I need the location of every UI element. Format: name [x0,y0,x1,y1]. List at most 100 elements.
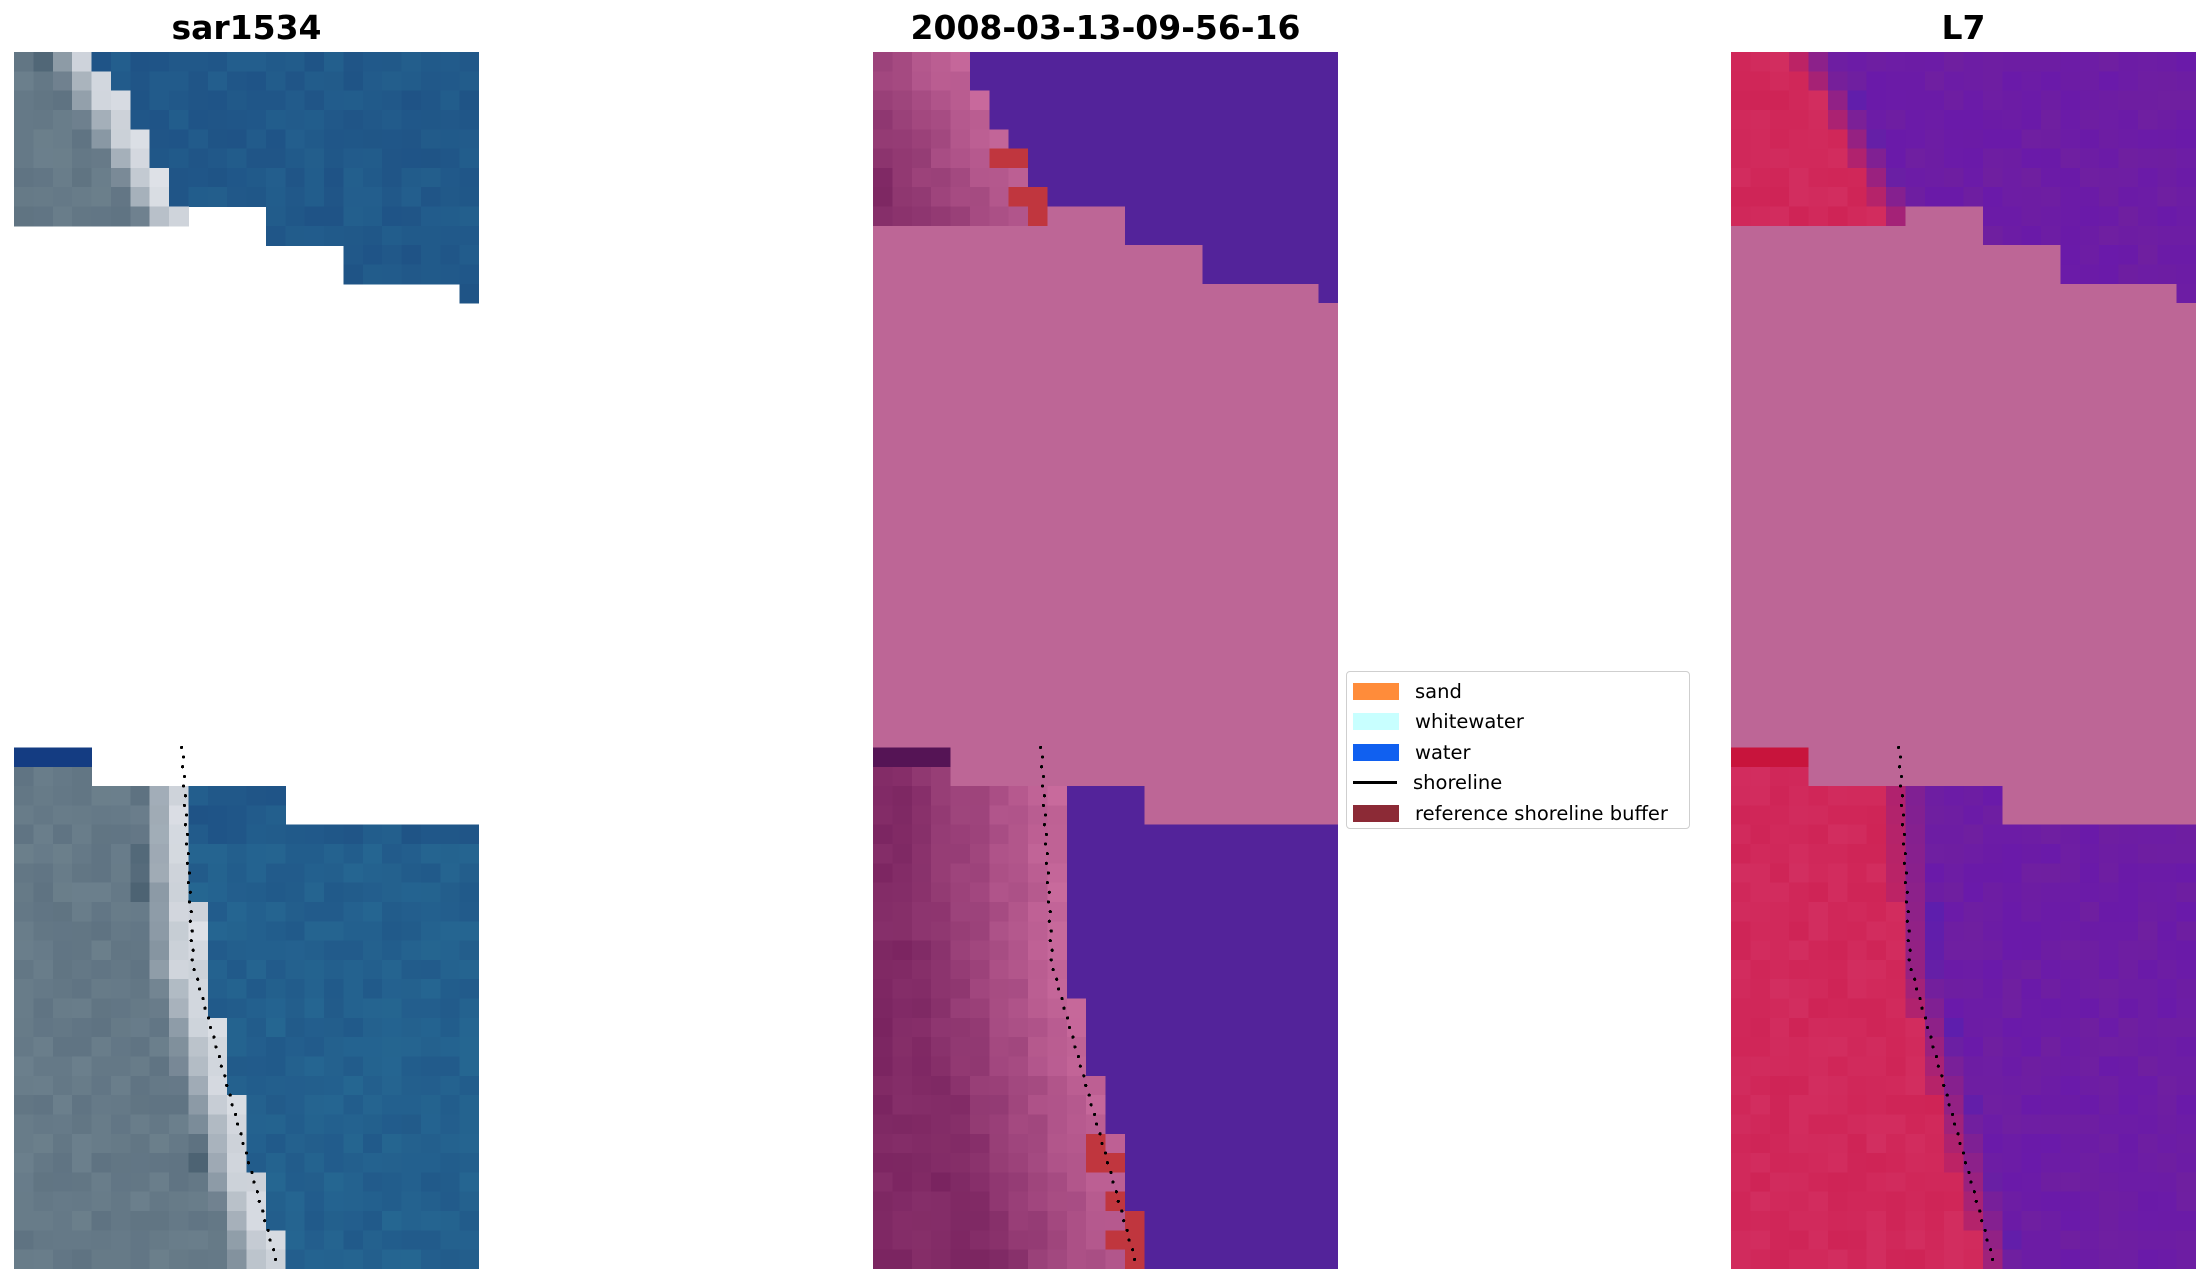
shoreline-point [181,784,186,788]
shoreline-point [1125,1228,1129,1232]
shoreline-point [1048,939,1052,943]
shoreline-point [1043,842,1048,846]
legend-swatch-whitewater [1353,713,1399,731]
legend-item-shoreline: shoreline [1353,768,1683,799]
shoreline-point [235,1122,240,1126]
shoreline-point [1913,977,1917,981]
shoreline-point [1983,1228,1987,1232]
shoreline-point [1972,1190,1976,1194]
shoreline-point [1131,1248,1135,1252]
shoreline-point [1047,919,1051,923]
shoreline-point [1945,1093,1949,1097]
shoreline-point [261,1209,265,1213]
shoreline-point [1896,745,1901,750]
shoreline-point [1915,987,1919,991]
shoreline-point [1046,900,1050,904]
shoreline-point [250,1170,254,1175]
shoreline-point [1900,823,1905,827]
shoreline-point [1062,1006,1066,1010]
shoreline-point [1901,813,1906,817]
shoreline-point [179,745,184,750]
shoreline-point [1920,1006,1924,1010]
shoreline-point [1978,1209,1982,1213]
shoreline-point [234,1112,238,1117]
shoreline-point [1963,1161,1968,1165]
shoreline-point [185,861,190,865]
legend-label: sand [1415,679,1462,703]
shoreline-point [1903,881,1907,885]
shoreline-point [1043,813,1048,817]
shoreline-point [1057,987,1061,991]
shoreline-point [1898,755,1903,759]
legend-item-reference-buffer: reference shoreline buffer [1353,798,1683,829]
shoreline-point [1105,1161,1110,1165]
shoreline-point [183,823,188,827]
shoreline-point [1100,1141,1104,1146]
shoreline-point [1902,861,1907,865]
shoreline-point [1961,1151,1966,1155]
shoreline-point [1098,1132,1102,1136]
shoreline-point [187,871,191,875]
shoreline-point [182,803,187,807]
shoreline-point [1899,803,1904,807]
shoreline-point [196,977,200,981]
shoreline-point [1980,1219,1984,1223]
title-mndwi: L7 [1941,8,1986,47]
shoreline-point [1116,1199,1120,1203]
shoreline-point [189,939,193,943]
shoreline-point [214,1045,218,1049]
shoreline-point [198,987,202,991]
shoreline-point [1898,784,1903,788]
shoreline-point [186,881,190,885]
shoreline-point [263,1219,267,1223]
shoreline-point [188,919,192,923]
shoreline-point [1909,967,1913,972]
shoreline-point [190,958,194,962]
shoreline-point [1089,1103,1093,1107]
shoreline-point [1049,958,1053,962]
shoreline-point [1985,1238,1989,1242]
shoreline-point [1042,794,1047,798]
shoreline-point [1901,842,1906,846]
shoreline-point [1929,1035,1933,1039]
shoreline-point [1969,1180,1973,1184]
legend-item-water: water [1353,737,1683,768]
shoreline-point [1904,871,1908,875]
shoreline-point [223,1074,227,1078]
shoreline-point [1114,1190,1118,1194]
shoreline-point [1923,1016,1928,1020]
shoreline-point [1046,871,1050,875]
shoreline-point [1974,1199,1978,1203]
shoreline-point [244,1151,249,1155]
shoreline-point [1897,765,1902,769]
shoreline-point [1087,1093,1091,1097]
shoreline-point [1904,900,1908,904]
shoreline-point [239,1132,243,1136]
shoreline-point [1122,1219,1126,1223]
shoreline-point [1905,919,1909,923]
shoreline-point [1925,1025,1930,1030]
shoreline-point [1044,861,1049,865]
shoreline-point [1093,1112,1097,1117]
shoreline-point [1132,1257,1137,1261]
shoreline-point [1040,755,1045,759]
shoreline-point [1902,832,1907,836]
shoreline-point [272,1248,276,1252]
shoreline-point [1049,929,1053,933]
shoreline-point [1967,1170,1971,1175]
legend-item-sand: sand [1353,676,1683,707]
shoreline-point [273,1257,278,1261]
shoreline-point [203,1006,207,1010]
shoreline-point [1931,1045,1935,1049]
shoreline-point [1120,1209,1124,1213]
shoreline-point [1951,1112,1955,1117]
shoreline-point [1094,1122,1099,1126]
shoreline-point [1039,765,1044,769]
shoreline-point [1111,1180,1115,1184]
legend-swatch-shoreline [1353,781,1397,785]
shoreline-point [1989,1248,1993,1252]
shoreline-point [1934,1054,1938,1059]
shoreline-point [188,890,192,894]
classification-panel [873,52,1338,1269]
shoreline-point [1990,1257,1995,1261]
